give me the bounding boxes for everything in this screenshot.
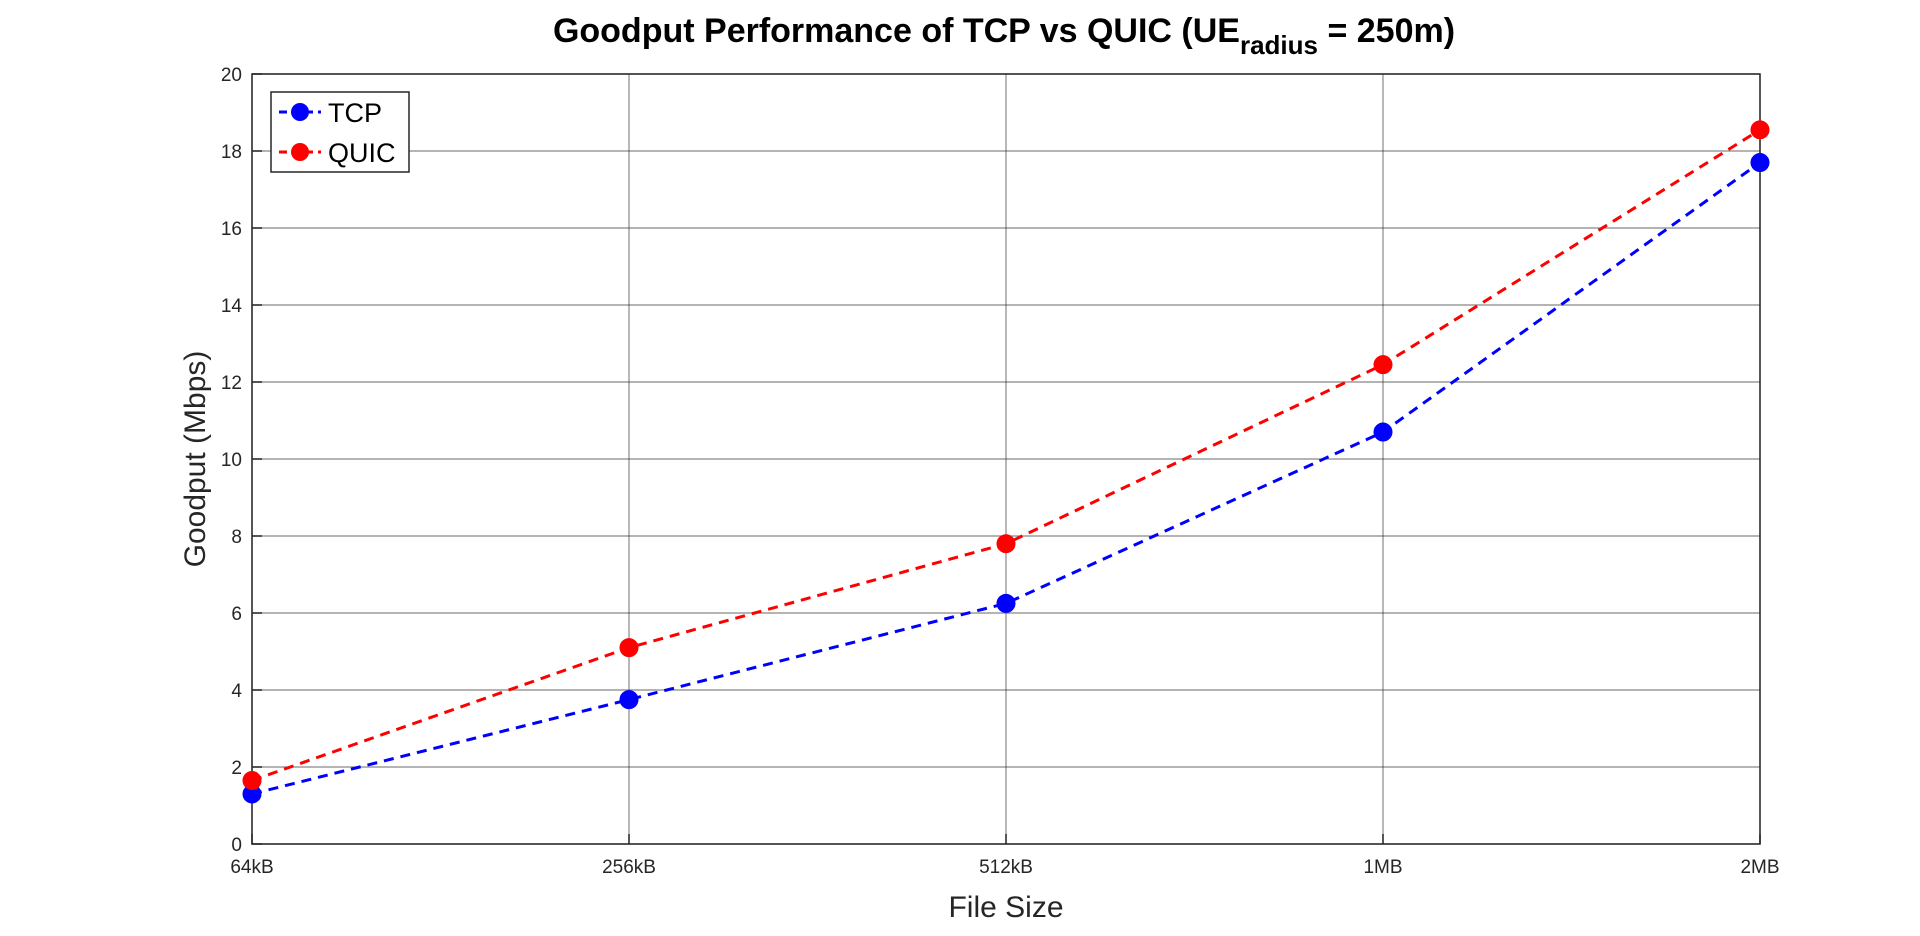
legend-marker-quic [291, 143, 309, 161]
axis-ticks: 0 2 4 6 8 10 12 14 16 18 20 64kB 256kB 512kB 1MB 2MB [221, 65, 1780, 878]
chart-title-subscript: radius [1240, 30, 1318, 60]
legend-label-tcp: TCP [328, 98, 382, 128]
x-axis-label: File Size [948, 891, 1063, 924]
y-tick-label: 14 [221, 296, 243, 317]
data-point-tcp [619, 690, 639, 710]
y-tick-label: 18 [221, 142, 242, 163]
data-point-tcp [996, 593, 1016, 613]
legend-label-quic: QUIC [328, 138, 396, 168]
chart-title: Goodput Performance of TCP vs QUIC (UEra… [553, 12, 1455, 60]
y-tick-label: 16 [221, 219, 242, 240]
x-tick-label: 64kB [230, 857, 273, 878]
y-tick-label: 6 [231, 604, 242, 625]
y-tick-label: 12 [221, 373, 242, 394]
y-tick-label: 2 [231, 758, 242, 779]
x-tick-label: 1MB [1363, 857, 1402, 878]
legend: TCP QUIC [270, 91, 410, 173]
y-axis-label: Goodput (Mbps) [179, 351, 212, 568]
y-tick-label: 0 [231, 835, 242, 856]
data-point-quic [619, 638, 639, 658]
y-tick-label: 8 [231, 527, 242, 548]
data-point-tcp [1373, 422, 1393, 442]
legend-marker-tcp [291, 103, 309, 121]
chart-title-prefix: Goodput Performance of TCP vs QUIC (UE [553, 12, 1240, 50]
data-point-quic [242, 770, 262, 790]
series-group [242, 120, 1770, 804]
y-tick-label: 10 [221, 450, 242, 471]
grid [251, 73, 1761, 845]
data-point-quic [996, 534, 1016, 554]
y-tick-label: 20 [221, 65, 242, 86]
x-tick-label: 256kB [602, 857, 656, 878]
y-tick-label: 4 [231, 681, 242, 702]
x-tick-label: 2MB [1740, 857, 1779, 878]
data-point-quic [1373, 355, 1393, 375]
x-tick-label: 512kB [979, 857, 1033, 878]
series-line-tcp [251, 161, 1761, 796]
data-point-quic [1750, 120, 1770, 140]
data-point-tcp [1750, 153, 1770, 173]
chart-title-suffix: = 250m) [1318, 12, 1455, 50]
